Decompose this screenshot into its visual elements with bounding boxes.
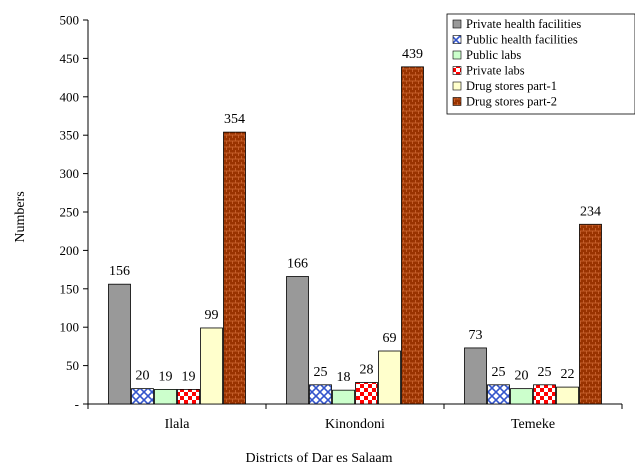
bar-value-label: 22: [561, 367, 575, 382]
legend-swatch: [452, 97, 462, 106]
y-tick-label: 400: [60, 89, 80, 104]
bar-value-label: 354: [224, 112, 245, 127]
x-axis-title: Districts of Dar es Salaam: [246, 451, 393, 466]
bar-value-label: 19: [182, 369, 196, 384]
y-tick-label: 150: [60, 281, 80, 296]
bar: [401, 66, 424, 405]
bar-value-label: 156: [109, 264, 130, 279]
bar-value-label: 166: [287, 257, 308, 272]
bar: [332, 389, 355, 405]
bar-value-label: 25: [492, 365, 506, 380]
bar-value-label: 439: [402, 47, 423, 62]
bar: [533, 384, 556, 405]
plot-area: - 50 100 150 200 250 300 350 400 450 500 Ilala Kinon…: [60, 13, 623, 432]
bar-value-label: 99: [205, 308, 219, 323]
x-tick-label: Kinondoni: [325, 417, 385, 432]
bar: [154, 389, 177, 405]
legend: Private health facilities Public health f…: [446, 13, 635, 115]
x-tick-label: Ilala: [165, 417, 191, 432]
y-tick-label: 300: [60, 166, 80, 181]
bar: [487, 384, 510, 405]
legend-entry: Drug stores part-1: [466, 79, 557, 93]
legend-entry: Public health facilities: [466, 33, 578, 47]
legend-swatch: [452, 81, 462, 91]
legend-entry: Private health facilities: [466, 17, 581, 31]
y-tick-label: -: [75, 397, 79, 412]
bar: [108, 283, 131, 405]
bar: [177, 389, 200, 405]
legend-entry: Private labs: [466, 64, 525, 78]
legend-swatch: [452, 19, 462, 29]
bar: [309, 384, 332, 405]
bar: [286, 276, 309, 405]
legend-swatch: [452, 35, 462, 44]
bar-value-label: 19: [159, 369, 173, 384]
bar-value-label: 20: [515, 369, 529, 384]
bar: [355, 382, 378, 405]
bar-value-label: 20: [136, 369, 150, 384]
y-tick-label: 350: [60, 128, 80, 143]
legend-entry: Public labs: [466, 48, 521, 62]
y-tick-label: 250: [60, 205, 80, 220]
y-tick-label: 200: [60, 243, 80, 258]
bar: [200, 327, 223, 405]
legend-entry: Drug stores part-2: [466, 95, 557, 109]
bar: [510, 388, 533, 405]
bar: [131, 388, 154, 405]
y-tick-label: 100: [60, 320, 80, 335]
bar-value-label: 69: [383, 331, 397, 346]
bar: [579, 223, 602, 405]
y-axis-title: Numbers: [13, 191, 28, 242]
bar-value-label: 25: [314, 365, 328, 380]
legend-swatch: [452, 66, 462, 75]
bar: [223, 131, 246, 405]
legend-swatch: [452, 50, 462, 60]
bar-value-label: 25: [538, 365, 552, 380]
bar: [378, 350, 401, 405]
legend-box: [446, 13, 635, 115]
bar-value-label: 73: [469, 328, 483, 343]
bar-value-label: 18: [337, 370, 351, 385]
y-tick-label: 50: [66, 358, 79, 373]
y-tick-label: 500: [60, 13, 80, 28]
y-tick-label: 450: [60, 51, 80, 66]
bar: [464, 347, 487, 405]
x-tick-label: Temeke: [511, 417, 555, 432]
bar-value-label: 28: [360, 362, 374, 377]
bar-value-label: 234: [580, 204, 601, 219]
bar: [556, 386, 579, 405]
